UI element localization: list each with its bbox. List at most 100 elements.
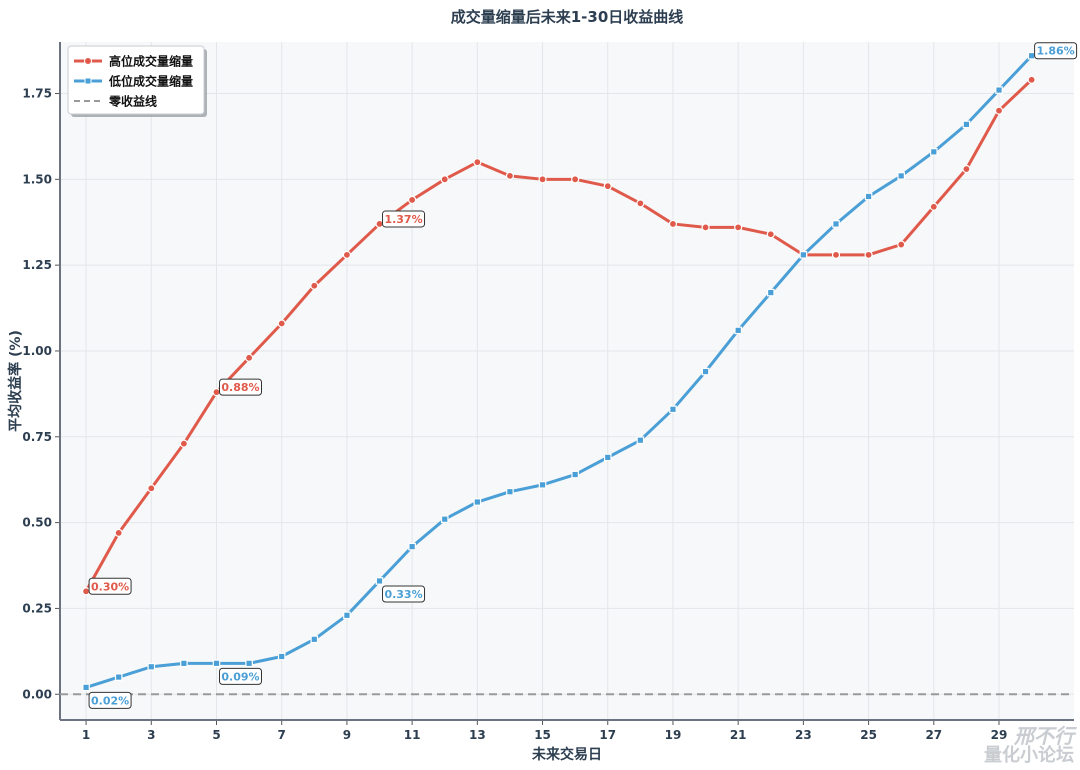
data-point — [179, 439, 188, 448]
series-line-high — [84, 78, 1034, 593]
data-point — [245, 353, 254, 362]
data-point — [734, 223, 743, 232]
legend-label: 零收益线 — [108, 94, 157, 109]
data-point — [701, 223, 710, 232]
data-point — [375, 577, 384, 585]
x-tick-label: 13 — [469, 728, 486, 742]
x-tick-label: 25 — [860, 728, 877, 742]
y-tick-label: 0.50 — [22, 516, 52, 530]
y-tick-label: 1.50 — [22, 172, 52, 186]
y-tick-label: 0.75 — [22, 430, 52, 444]
data-point — [832, 220, 840, 228]
data-point — [962, 164, 971, 174]
data-label-box — [88, 577, 132, 595]
data-point — [636, 436, 645, 445]
data-point — [212, 659, 221, 668]
data-point — [929, 202, 938, 211]
data-point — [799, 251, 808, 259]
data-point — [897, 240, 906, 249]
data-point — [147, 662, 156, 671]
data-label-box — [1034, 42, 1078, 60]
x-tick-label: 3 — [147, 728, 155, 742]
data-point — [701, 367, 710, 376]
data-point — [603, 182, 612, 191]
data-point — [506, 487, 514, 496]
x-tick-label: 23 — [795, 728, 812, 742]
x-axis-label: 未来交易日 — [532, 746, 602, 763]
x-tick-label: 1 — [82, 728, 90, 742]
data-point — [668, 219, 678, 229]
data-point — [245, 659, 253, 668]
data-point — [766, 230, 775, 239]
x-tick-label: 27 — [925, 728, 942, 742]
data-point — [864, 250, 873, 259]
data-point — [343, 611, 351, 620]
data-point — [375, 219, 384, 229]
data-point — [440, 515, 449, 523]
data-label-box — [382, 585, 426, 603]
legend-marker — [84, 57, 92, 65]
data-point — [766, 288, 775, 297]
legend-label: 低位成交量缩量 — [108, 74, 193, 89]
data-point — [277, 652, 286, 661]
data-label-box — [219, 378, 263, 396]
data-point — [636, 199, 645, 208]
data-point — [310, 281, 319, 290]
data-label: 1.37% — [384, 213, 422, 226]
legend — [67, 45, 205, 115]
data-point — [180, 659, 188, 668]
data-point — [408, 542, 416, 551]
x-tick-label: 7 — [278, 728, 286, 742]
data-point — [994, 106, 1004, 115]
plot-area — [60, 42, 1074, 720]
data-point — [831, 250, 841, 259]
data-point — [310, 635, 319, 644]
data-point — [1027, 75, 1036, 84]
data-point — [897, 172, 905, 180]
legend-marker — [84, 77, 92, 85]
data-point — [669, 405, 677, 414]
data-point — [603, 453, 612, 462]
x-tick-label: 9 — [343, 728, 351, 742]
x-tick-label: 15 — [534, 728, 551, 742]
data-point — [505, 171, 515, 180]
watermark: 邢不行 量化小论坛 — [984, 726, 1074, 766]
x-tick-label: 17 — [599, 728, 616, 742]
data-label-box — [382, 210, 426, 228]
data-point — [81, 587, 91, 596]
legend-label: 高位成交量缩量 — [109, 54, 193, 69]
data-label: 0.09% — [221, 670, 259, 683]
data-label: 0.33% — [384, 588, 422, 601]
y-tick-label: 1.25 — [22, 258, 52, 272]
data-point — [408, 195, 417, 205]
y-tick-label: 0.00 — [22, 687, 52, 701]
data-point — [538, 175, 547, 184]
data-point — [864, 192, 873, 201]
data-point — [995, 86, 1003, 94]
data-point — [440, 175, 449, 184]
data-point — [734, 326, 742, 335]
data-point — [473, 498, 482, 506]
data-point — [82, 683, 90, 692]
data-point — [277, 319, 286, 328]
y-tick-label: 1.00 — [22, 344, 52, 358]
data-label: 1.86% — [1037, 45, 1075, 58]
x-tick-label: 19 — [665, 728, 682, 742]
data-point — [962, 120, 971, 129]
data-point — [114, 673, 123, 681]
series-line-low — [84, 54, 1034, 689]
data-label: 0.02% — [91, 694, 129, 707]
data-point — [212, 388, 221, 397]
watermark-line2: 量化小论坛 — [984, 745, 1074, 767]
data-label-box — [219, 667, 263, 685]
data-label-box — [88, 691, 132, 709]
data-label: 0.30% — [91, 580, 129, 593]
data-point — [571, 175, 580, 184]
x-tick-label: 29 — [991, 728, 1008, 742]
data-point — [114, 528, 123, 538]
data-point — [1027, 51, 1036, 60]
data-point — [473, 158, 482, 167]
data-point — [342, 250, 352, 259]
y-axis-label: 平均收益率 (%) — [7, 330, 24, 432]
